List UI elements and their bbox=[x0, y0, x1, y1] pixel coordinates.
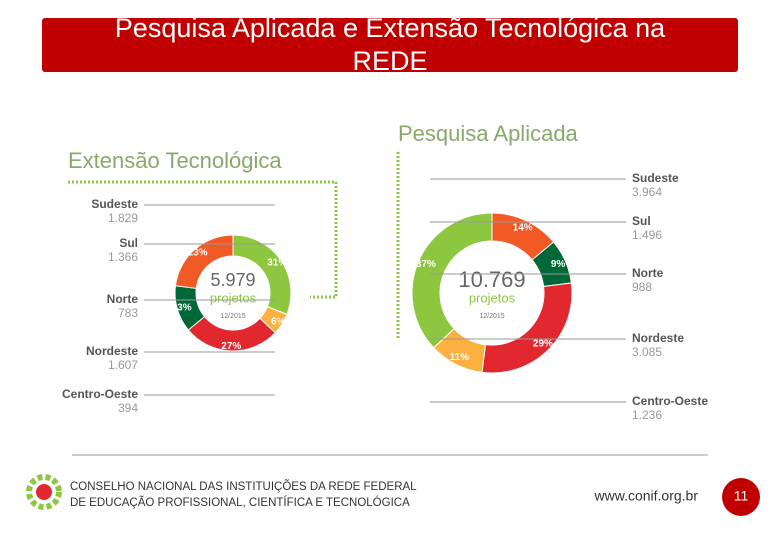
logo bbox=[26, 474, 62, 510]
legend-count: 1.366 bbox=[108, 250, 138, 264]
legend-count: 1.496 bbox=[632, 228, 662, 242]
slice-label: 9% bbox=[551, 259, 566, 270]
connector bbox=[68, 180, 338, 299]
legend-count: 1.829 bbox=[108, 211, 138, 225]
center-label: projetos bbox=[210, 290, 257, 305]
slice-label: 29% bbox=[533, 339, 553, 350]
slice-label: 13% bbox=[172, 303, 192, 314]
legend-name: Sul bbox=[632, 214, 651, 228]
chart-title: Pesquisa Aplicada bbox=[398, 121, 579, 146]
slice-label: 31% bbox=[267, 258, 287, 269]
legend-count: 394 bbox=[118, 401, 138, 415]
center-date: 12/2015 bbox=[479, 313, 504, 320]
slice-label: 14% bbox=[513, 222, 533, 233]
title-bar bbox=[42, 18, 738, 72]
center-total: 10.769 bbox=[458, 267, 525, 292]
donut-slice bbox=[411, 212, 493, 349]
legend-name: Norte bbox=[632, 266, 664, 280]
page-number: 11 bbox=[734, 488, 749, 504]
legend-count: 3.964 bbox=[632, 185, 662, 199]
page-badge bbox=[722, 478, 760, 516]
slice-label: 37% bbox=[416, 259, 436, 270]
legend-name: Centro-Oeste bbox=[62, 387, 138, 401]
legend-name: Sul bbox=[119, 236, 138, 250]
legend-name: Sudeste bbox=[91, 197, 138, 211]
legend-count: 1.236 bbox=[632, 408, 662, 422]
slice-label: 27% bbox=[221, 341, 241, 352]
slice-label: 23% bbox=[188, 248, 208, 259]
legend-name: Norte bbox=[107, 292, 139, 306]
slice-label: 6% bbox=[271, 316, 286, 327]
legend-count: 988 bbox=[632, 280, 652, 294]
chart-title: Extensão Tecnológica bbox=[68, 148, 282, 173]
organization: DE EDUCAÇÃO PROFISSIONAL, CIENTÍFICA E T… bbox=[70, 496, 410, 509]
donut-slice bbox=[174, 234, 234, 289]
center-date: 12/2015 bbox=[220, 313, 245, 320]
slice-label: 11% bbox=[450, 352, 470, 363]
legend-name: Nordeste bbox=[632, 331, 684, 345]
legend-count: 1.607 bbox=[108, 358, 138, 372]
legend-count: 783 bbox=[118, 306, 138, 320]
url: www.conif.org.br bbox=[594, 488, 699, 504]
legend-count: 3.085 bbox=[632, 345, 662, 359]
slide-title-line: REDE bbox=[352, 46, 427, 76]
legend-name: Sudeste bbox=[632, 171, 679, 185]
legend-name: Centro-Oeste bbox=[632, 394, 708, 408]
slide-title-line: Pesquisa Aplicada e Extensão Tecnológica… bbox=[115, 13, 666, 43]
organization: CONSELHO NACIONAL DAS INSTITUIÇÕES DA RE… bbox=[70, 480, 417, 493]
center-label: projetos bbox=[469, 290, 516, 305]
center-total: 5.979 bbox=[210, 270, 255, 290]
legend-name: Nordeste bbox=[86, 344, 138, 358]
slide-title: Pesquisa Aplicada e Extensão Tecnológica… bbox=[115, 13, 666, 76]
